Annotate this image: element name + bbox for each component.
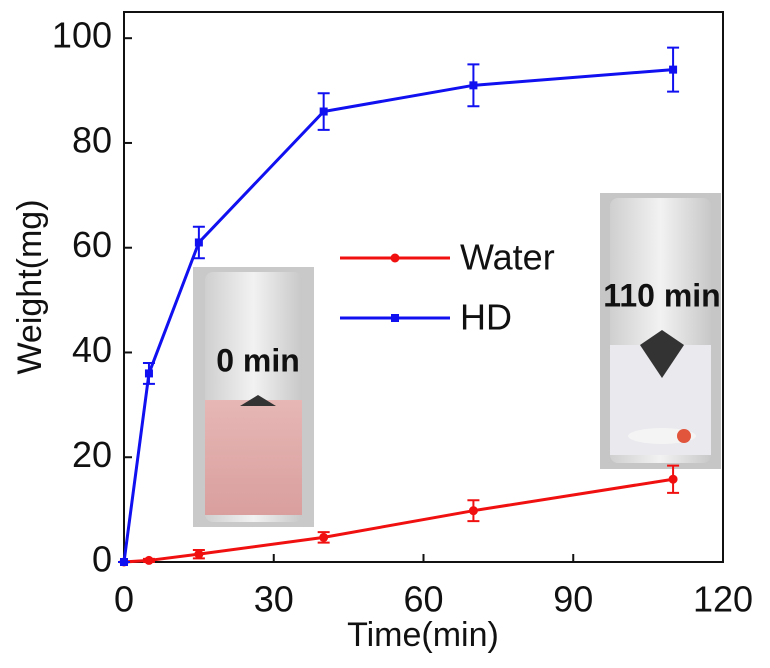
data-point [319, 533, 328, 542]
photo-110min [600, 193, 721, 469]
x-tick-label: 60 [403, 579, 443, 620]
legend-label: Water [460, 237, 555, 278]
y-tick-label: 0 [92, 539, 112, 580]
y-tick-label: 20 [72, 434, 112, 475]
x-tick-label: 120 [693, 579, 753, 620]
data-point [669, 66, 677, 74]
y-tick-label: 80 [72, 119, 112, 160]
y-tick-label: 60 [72, 224, 112, 265]
photo-0min [193, 267, 314, 527]
legend-marker [391, 314, 399, 322]
chart: Time(min) Weight(mg) 0 min 110 min 0 30 60… [0, 0, 770, 668]
data-point [145, 369, 153, 377]
y-tick-label: 40 [72, 329, 112, 370]
x-tick-label: 0 [114, 579, 134, 620]
data-point [320, 108, 328, 116]
data-point [669, 475, 678, 484]
data-point [195, 238, 203, 246]
annotation: 0 min [216, 342, 300, 378]
y-tick-label: 100 [52, 15, 112, 56]
data-point [120, 558, 128, 566]
legend-marker [391, 254, 400, 263]
data-point [469, 506, 478, 515]
x-tick-label: 30 [254, 579, 294, 620]
data-point [144, 556, 153, 565]
x-axis-label: Time(min) [347, 616, 499, 654]
x-tick-label: 90 [553, 579, 593, 620]
data-point [469, 81, 477, 89]
y-axis-label: Weight(mg) [11, 199, 49, 374]
data-point [194, 550, 203, 559]
legend-label: HD [460, 297, 512, 338]
annotation: 110 min [603, 277, 720, 313]
